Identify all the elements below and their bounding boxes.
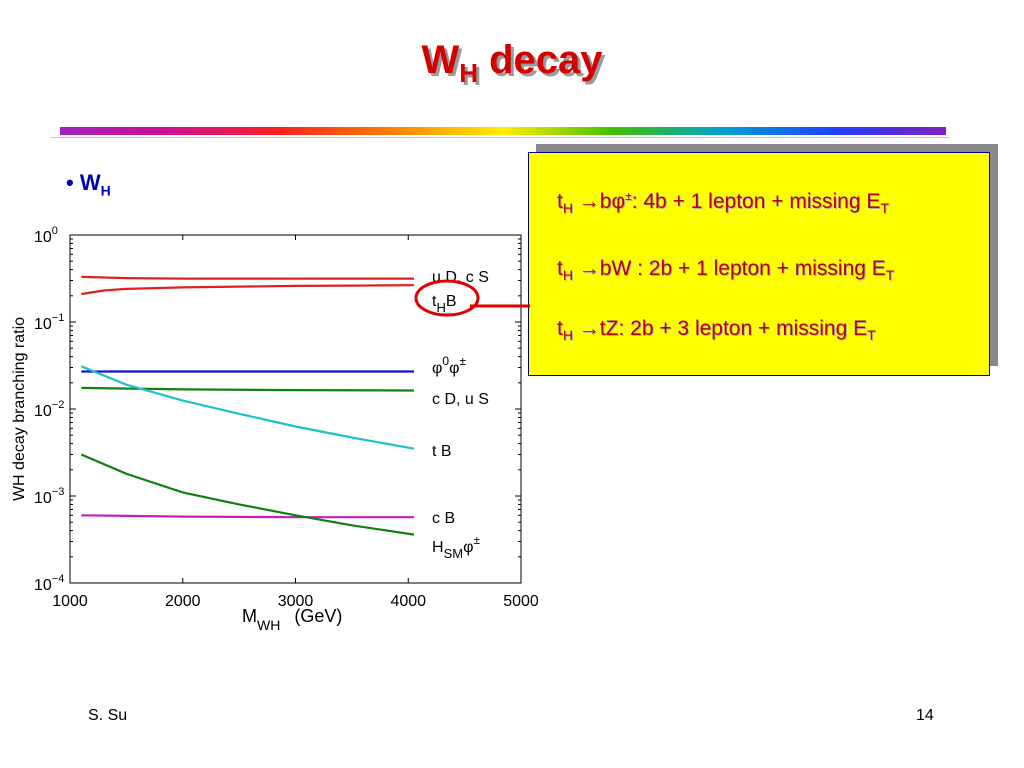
x-axis-label: MWH (GeV) — [242, 606, 342, 633]
divider-shadow — [50, 137, 950, 138]
y-tick-label: 10−2 — [34, 399, 64, 420]
callout-line-1: tH →bφ±: 4b + 1 lepton + missing ET — [557, 189, 889, 217]
x-tick-label: 2000 — [165, 593, 201, 610]
page-number: 14 — [916, 707, 934, 724]
series-label: tHB — [432, 293, 457, 315]
series-line — [80, 453, 415, 536]
series-label: φ0φ± — [432, 354, 466, 377]
callout-line-3: tH →tZ: 2b + 3 lepton + missing ET — [557, 317, 876, 344]
y-axis-label: WH decay branching ratio — [11, 317, 28, 501]
series-label: c B — [432, 510, 455, 527]
series-line — [81, 275, 414, 280]
series-label: t B — [432, 443, 452, 460]
x-tick-label: 4000 — [390, 593, 426, 610]
series-label: c D, u S — [432, 391, 489, 408]
y-tick-label: 10−4 — [34, 573, 64, 594]
x-tick-label: 1000 — [52, 593, 88, 610]
callout-line-2: tH →bW : 2b + 1 lepton + missing ET — [557, 257, 895, 284]
series-line — [80, 365, 415, 450]
y-tick-label: 100 — [34, 225, 58, 246]
rainbow-divider — [60, 127, 946, 135]
highlight-circle — [414, 279, 480, 317]
callout-box: tH →bφ±: 4b + 1 lepton + missing ET tH →… — [528, 152, 990, 376]
y-tick-label: 10−3 — [34, 486, 64, 507]
series-line — [81, 514, 414, 519]
series-line — [81, 386, 414, 392]
x-tick-label: 3000 — [278, 593, 314, 610]
slide-title: WH decay — [421, 38, 603, 88]
x-tick-label: 5000 — [503, 593, 539, 610]
bullet-item: • WH — [66, 170, 111, 199]
y-tick-label: 10−1 — [34, 312, 64, 333]
series-label: HSMφ± — [432, 533, 480, 561]
footer-author: S. Su — [88, 707, 128, 724]
plot-frame — [69, 234, 522, 584]
series-line — [81, 284, 414, 296]
